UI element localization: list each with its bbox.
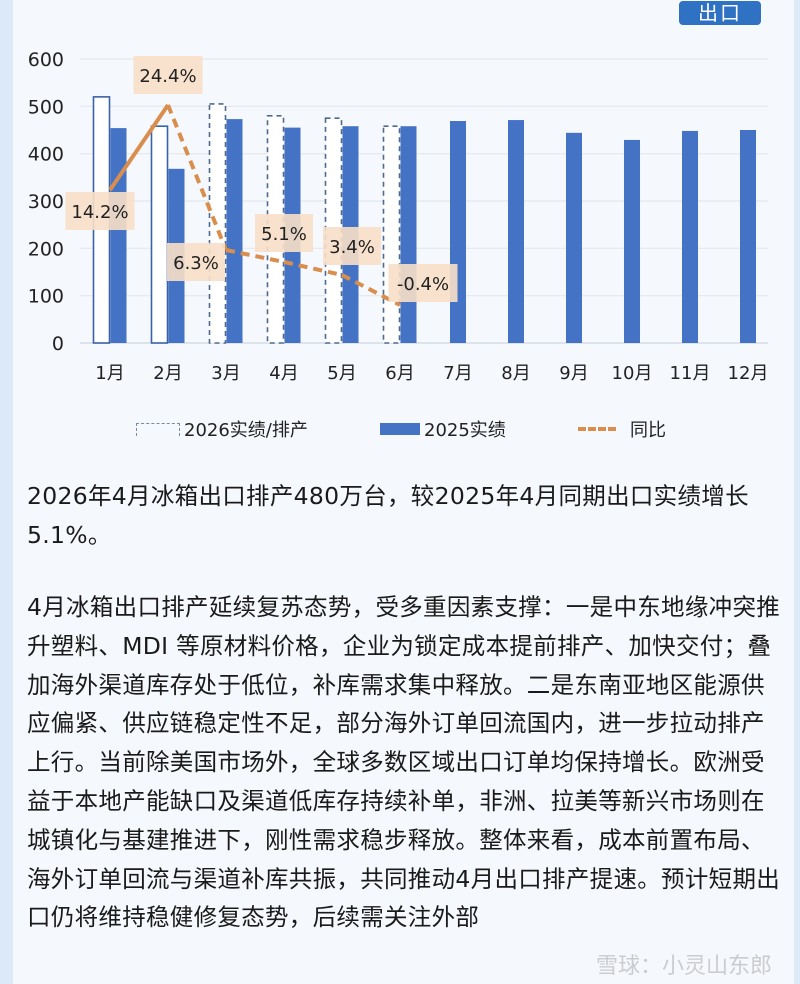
bar-2025 [682,130,698,343]
yoy-segment [166,104,228,251]
yoy-label-box [388,264,458,302]
bar-2025 [566,132,582,343]
y-tick-label: 100 [28,286,64,308]
bar-2025 [226,119,243,343]
bar-2025 [624,139,640,343]
yoy-label-box [65,192,135,230]
yoy-label: 6.3% [173,253,219,274]
legend-dashed-line-icon [578,427,616,431]
yoy-segment [225,248,285,264]
yoy-segment [341,273,401,307]
x-tick-label: 9月 [559,363,588,384]
export-tag: 出口 [679,1,761,25]
yoy-label-box [167,243,225,281]
x-tick-label: 4月 [269,363,298,384]
yoy-label: 5.1% [261,224,307,245]
x-tick-label: 8月 [501,363,530,384]
chart-bars [92,96,756,344]
bar-2025 [110,128,127,343]
yoy-line [108,103,401,307]
x-tick-label: 6月 [385,363,414,384]
yoy-label-box [255,214,313,252]
yoy-label-box [133,56,203,94]
y-axis-ticks: 0 100 200 300 400 500 600 [28,49,64,355]
y-tick-label: 400 [28,144,64,166]
yoy-label: 3.4% [329,237,375,258]
page-edge [794,0,800,984]
x-tick-label: 2月 [153,363,182,384]
x-tick-label: 7月 [443,363,472,384]
chart-gridlines [80,58,768,344]
x-tick-label: 1月 [95,363,124,384]
y-tick-label: 0 [52,333,64,355]
yoy-segment [108,103,170,192]
bar-2025 [740,130,756,343]
x-tick-label: 12月 [728,363,769,384]
bar-2025 [450,121,466,343]
legend-item-2025: 2025实绩 [380,416,506,442]
bar-2025 [508,120,524,343]
x-tick-label: 3月 [211,363,240,384]
yoy-label: 14.2% [71,202,128,223]
y-tick-label: 300 [28,191,64,213]
legend-item-2026: 2026实绩/排产 [136,416,308,442]
bar-line-chart: 0 100 200 300 400 500 600 14.2% 24.4% 6.3% 5.1% 3.… [28,49,769,384]
x-tick-label: 11月 [670,363,711,384]
legend-label: 2025实绩 [424,420,506,441]
y-tick-label: 200 [28,238,64,260]
summary-paragraph: 2026年4月冰箱出口排产480万台，较2025年4月同期出口实绩增长5.1%。 [27,482,749,549]
watermark: 雪球：小灵山东郎 [596,954,773,979]
legend-solid-bar-icon [380,423,420,435]
x-tick-label: 5月 [327,363,356,384]
yoy-label: 24.4% [139,66,196,87]
yoy-label-box [323,227,381,265]
y-tick-label: 500 [28,96,64,118]
yoy-segment [283,260,343,277]
chart-legend: 2026实绩/排产 2025实绩 同比 [0,416,800,444]
legend-item-yoy: 同比 [578,416,666,442]
legend-label: 同比 [630,420,666,441]
bar-2026 [382,125,401,344]
bar-2025 [400,126,417,343]
x-axis-ticks: 1月 2月 3月 4月 5月 6月 7月 8月 9月 10月 11月 12月 [95,363,768,384]
x-tick-label: 10月 [612,363,653,384]
y-tick-label: 600 [28,49,64,71]
legend-dashed-bar-icon [136,422,180,436]
bar-2026 [150,125,169,344]
analysis-paragraph: 4月冰箱出口排产延续复苏态势，受多重因素支撑：一是中东地缘冲突推升塑料、MDI … [27,593,781,932]
yoy-label: -0.4% [397,274,449,295]
yoy-labels: 14.2% 24.4% 6.3% 5.1% 3.4% -0.4% [65,56,458,302]
legend-label: 2026实绩/排产 [184,420,308,441]
